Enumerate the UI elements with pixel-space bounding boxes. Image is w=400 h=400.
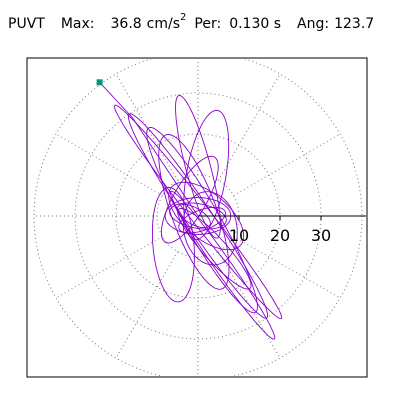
max-label: Max: (60, 16, 95, 32)
grid-spoke (115, 73, 178, 181)
grid-spoke (55, 133, 163, 196)
radial-tick-labels: 10 20 30 (229, 226, 331, 245)
trace-loop (158, 134, 230, 290)
grid-spoke (115, 251, 178, 359)
trace-loop (168, 181, 245, 251)
radial-tick-label: 10 (229, 226, 249, 245)
max-unit-superscript: 2 (180, 12, 187, 23)
grid-spoke (233, 236, 341, 299)
chart-header: PUVT Max: 36.8 cm/s2 Per: 0.130 s Ang: 123.7 (8, 12, 375, 40)
radial-axis (198, 215, 366, 220)
max-unit: cm/s (146, 16, 181, 32)
trace-loop (127, 113, 269, 319)
start-marker (96, 79, 103, 86)
station-code: PUVT (8, 16, 45, 32)
grid-spoke (55, 236, 163, 299)
period-value: 0.130 s (229, 16, 282, 32)
trace-loop (177, 208, 252, 290)
trace-loop (175, 95, 221, 239)
trace-loop (160, 155, 219, 244)
grid-spoke (233, 133, 341, 196)
radial-tick-label: 30 (311, 226, 331, 245)
plot-frame (26, 57, 368, 378)
trace-loop (113, 104, 283, 320)
angle-value: 123.7 (334, 16, 375, 32)
radial-tick-label: 20 (270, 226, 290, 245)
angle-label: Ang: (297, 16, 330, 32)
grid-spoke (218, 73, 281, 181)
trace-loop (151, 187, 195, 303)
period-label: Per: (194, 16, 222, 32)
trace-loop (182, 191, 238, 266)
trace-loop (178, 206, 226, 234)
motion-trace (99, 81, 283, 340)
trace-loop (183, 109, 230, 241)
trace-lead-in (99, 81, 199, 217)
max-value: 36.8 (110, 16, 142, 32)
trace-loop (169, 190, 276, 340)
